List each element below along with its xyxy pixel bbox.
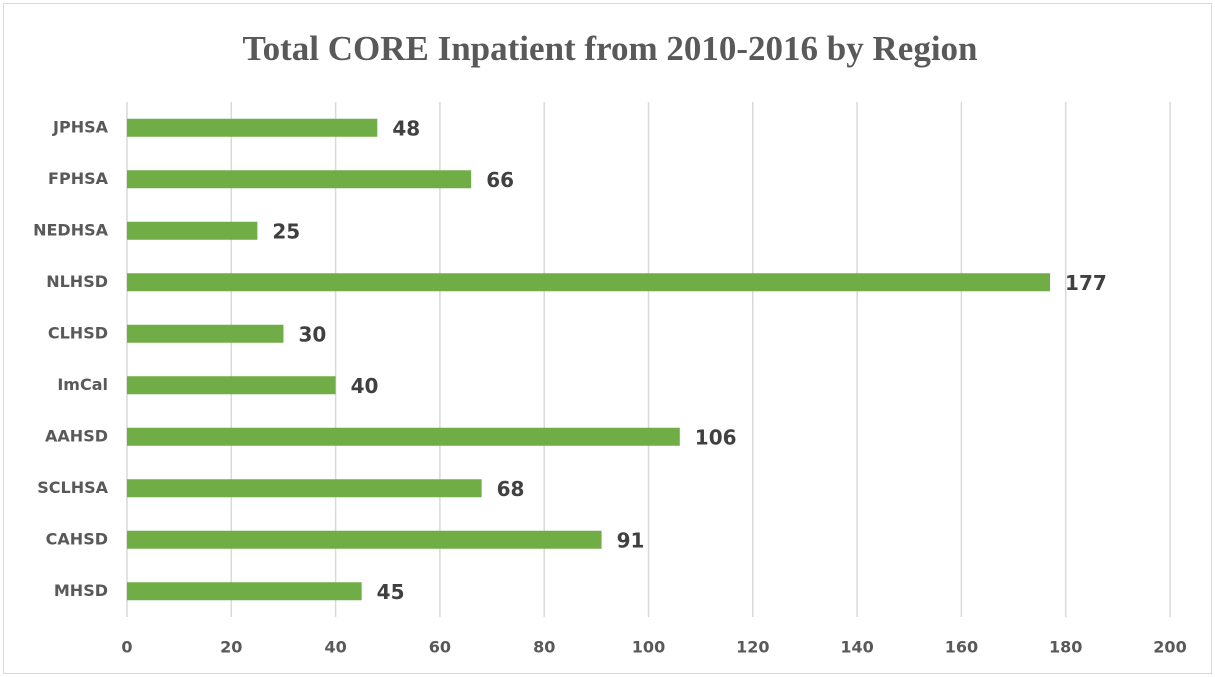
- data-label: 48: [392, 116, 420, 140]
- y-tick-label: CAHSD: [46, 529, 108, 548]
- y-tick-label: FPHSA: [48, 169, 109, 188]
- y-tick-label: MHSD: [54, 581, 108, 600]
- data-label: 177: [1065, 271, 1107, 295]
- bar: [127, 170, 472, 189]
- y-tick-label: JPHSA: [52, 117, 109, 136]
- x-tick-label: 40: [324, 638, 346, 657]
- data-label: 68: [497, 477, 525, 501]
- x-tick-label: 180: [1049, 638, 1082, 657]
- x-tick-label: 0: [121, 638, 132, 657]
- bar: [127, 582, 362, 601]
- x-tick-label: 100: [632, 638, 665, 657]
- y-tick-label: SCLHSA: [37, 478, 108, 497]
- bar: [127, 530, 602, 549]
- x-tick-label: 200: [1153, 638, 1186, 657]
- bar: [127, 118, 378, 137]
- data-label: 66: [486, 168, 514, 192]
- x-tick-label: 160: [945, 638, 978, 657]
- data-label: 25: [272, 219, 300, 243]
- bar: [127, 221, 258, 240]
- x-tick-label: 20: [220, 638, 242, 657]
- data-label: 45: [377, 580, 405, 604]
- x-tick-label: 140: [840, 638, 873, 657]
- bar: [127, 479, 482, 498]
- x-tick-label: 80: [533, 638, 555, 657]
- y-tick-label: ImCal: [57, 375, 108, 394]
- bar: [127, 324, 284, 343]
- bar: [127, 273, 1051, 292]
- x-tick-label: 60: [429, 638, 451, 657]
- x-tick-label: 120: [736, 638, 769, 657]
- y-tick-label: CLHSD: [48, 323, 108, 342]
- y-tick-label: NLHSD: [46, 272, 108, 291]
- y-tick-label: AAHSD: [45, 426, 108, 445]
- data-label: 30: [298, 322, 326, 346]
- y-tick-label: NEDHSA: [33, 220, 109, 239]
- chart-title: Total CORE Inpatient from 2010-2016 by R…: [242, 29, 977, 68]
- bar: [127, 376, 336, 395]
- data-label: 106: [695, 425, 737, 449]
- bar: [127, 427, 680, 446]
- data-label: 91: [617, 528, 645, 552]
- data-label: 40: [351, 374, 379, 398]
